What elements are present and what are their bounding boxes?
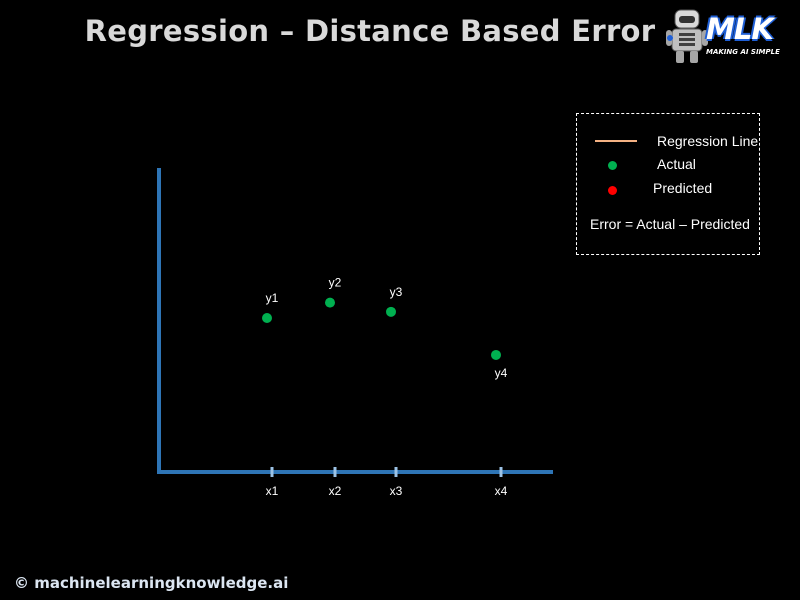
predicted-dot-swatch [608,186,617,195]
legend-actual-label: Actual [657,156,696,172]
point-label: y3 [390,285,403,299]
copyright-footer: © machinelearningknowledge.ai [14,574,289,592]
x-tick-label: x2 [329,484,342,498]
point-label: y1 [266,291,279,305]
error-formula: Error = Actual – Predicted [590,216,750,232]
actual-point [262,313,272,323]
actual-point [325,297,335,308]
regression-line-swatch [595,140,637,142]
logo-tagline: MAKING AI SIMPLE [706,48,780,56]
legend-predicted-label: Predicted [653,180,713,196]
legend-regression-line-label: Regression Line [657,133,759,149]
point-label: y4 [495,366,508,380]
point-label: y2 [329,276,342,290]
page-title: Regression – Distance Based Error [84,14,656,48]
robot-mascot-icon [666,9,708,63]
mlk-logo: MLK MAKING AI SIMPLE [660,6,788,70]
x-ticks: x1 x2 x3 x4 [266,467,508,498]
data-points: y1 y2 y3 y4 [262,276,508,380]
plot-axes [157,168,553,474]
logo-wordmark: MLK [706,12,774,46]
actual-dot-swatch [608,161,617,170]
x-tick-label: x4 [495,484,508,498]
legend-box: Regression Line Actual Predicted Error =… [576,113,760,255]
actual-point [491,349,501,360]
actual-point [386,306,396,317]
x-tick-label: x3 [390,484,403,498]
x-tick-label: x1 [266,484,279,498]
